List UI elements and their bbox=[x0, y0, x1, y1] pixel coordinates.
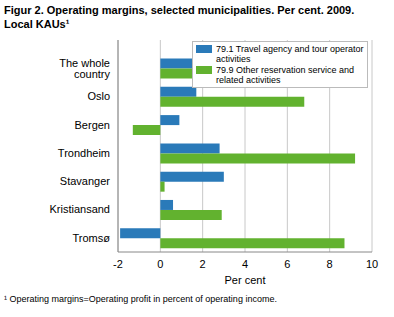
svg-text:0: 0 bbox=[157, 258, 163, 270]
svg-text:Per cent: Per cent bbox=[225, 274, 266, 286]
svg-text:8: 8 bbox=[327, 258, 333, 270]
svg-text:Trondheim: Trondheim bbox=[58, 147, 110, 159]
svg-text:Bergen: Bergen bbox=[75, 119, 110, 131]
svg-text:Oslo: Oslo bbox=[87, 90, 110, 102]
svg-text:The wholecountry: The wholecountry bbox=[59, 57, 110, 80]
svg-text:6: 6 bbox=[284, 258, 290, 270]
svg-text:Stavanger: Stavanger bbox=[60, 175, 110, 187]
svg-text:Kristiansand: Kristiansand bbox=[49, 203, 110, 215]
svg-text:4: 4 bbox=[242, 258, 248, 270]
svg-text:Tromsø: Tromsø bbox=[73, 232, 111, 244]
html-text:¹ Operating margins=Operating: ¹ Operating margins=Operating profit in … bbox=[4, 294, 277, 304]
html-text:79.1 Travel agency and tour op: 79.1 Travel agency and tour operator act… bbox=[216, 44, 364, 64]
html-text:79.9 Other reservation service: 79.9 Other reservation service and relat… bbox=[216, 65, 355, 85]
html-text:Figur 2. Operating margins, se: Figur 2. Operating margins, selected mun… bbox=[4, 4, 355, 30]
svg-text:-2: -2 bbox=[113, 258, 123, 270]
svg-text:2: 2 bbox=[200, 258, 206, 270]
svg-text:10: 10 bbox=[366, 258, 378, 270]
